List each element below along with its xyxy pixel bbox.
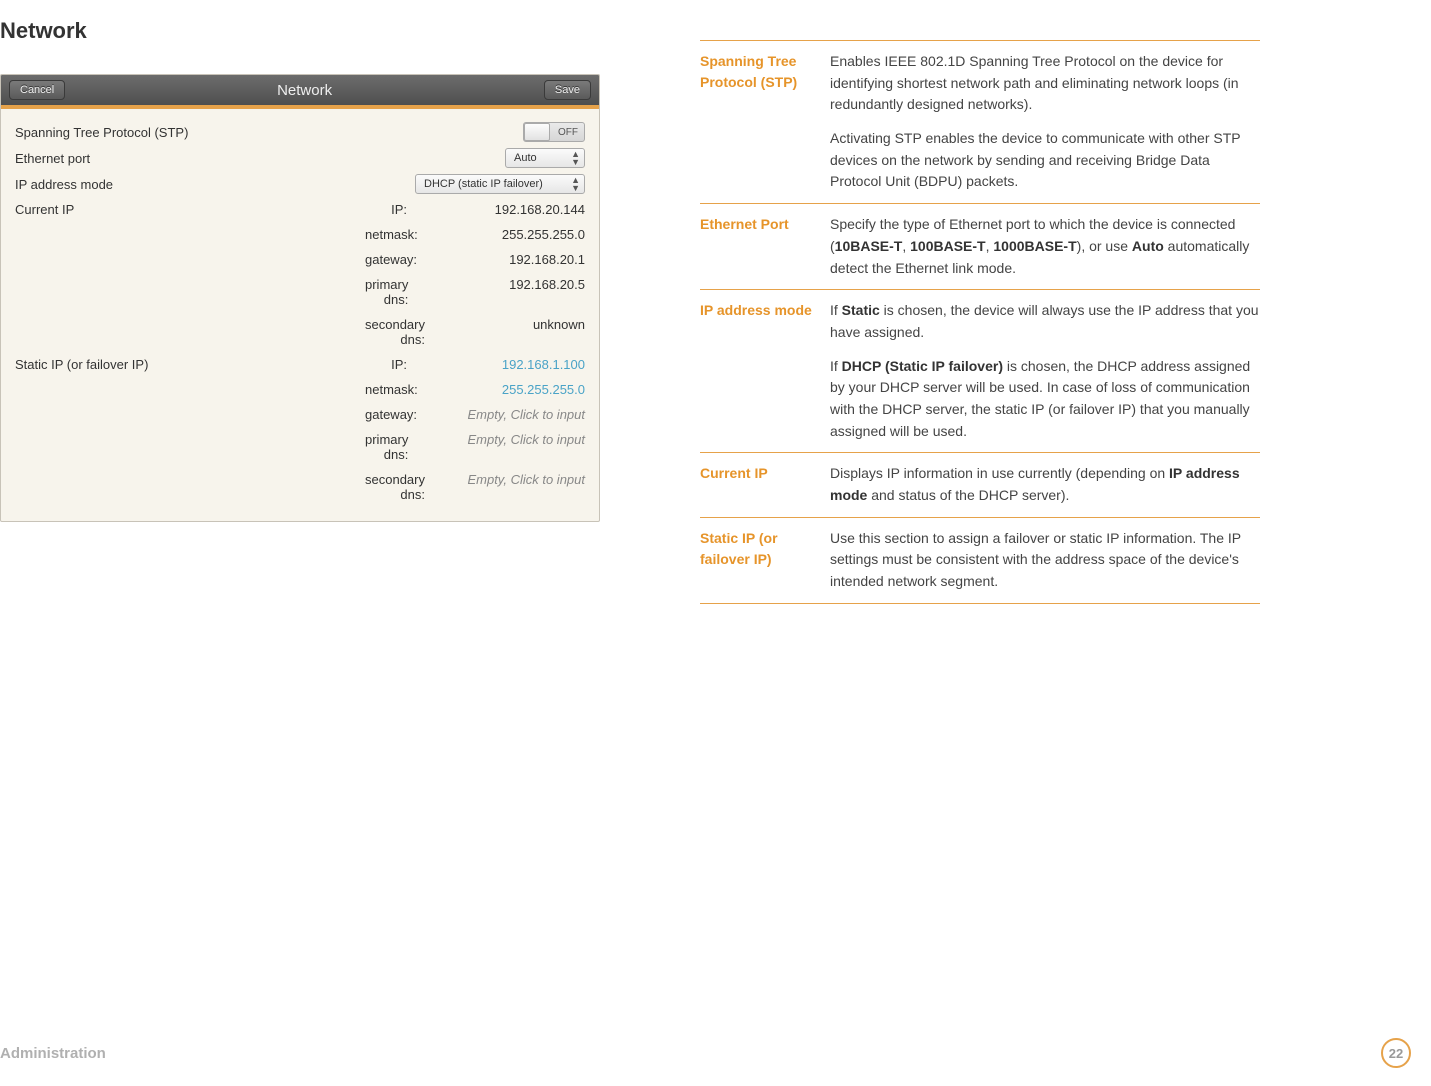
definition-desc: Specify the type of Ethernet port to whi…: [830, 214, 1260, 279]
ethernet-label: Ethernet port: [15, 151, 365, 166]
definition-term: IP address mode: [700, 300, 830, 442]
kv-value: unknown: [443, 317, 585, 347]
static-ip-label: Static IP (or failover IP): [15, 357, 365, 372]
definition-desc: Use this section to assign a failover or…: [830, 528, 1260, 593]
ethernet-row: Ethernet port Auto ▲▼: [15, 145, 585, 171]
kv-value[interactable]: Empty, Click to input: [426, 432, 585, 462]
footer-section: Administration: [0, 1045, 106, 1062]
stp-row: Spanning Tree Protocol (STP) OFF: [15, 119, 585, 145]
page-number: 22: [1381, 1038, 1411, 1068]
kv-value[interactable]: 192.168.1.100: [425, 357, 585, 372]
kv-value: 192.168.20.1: [435, 252, 585, 267]
definition-row: Static IP (or failover IP)Use this secti…: [700, 517, 1260, 604]
select-arrows-icon: ▲▼: [571, 150, 580, 166]
kv-key: gateway:: [365, 407, 435, 422]
definition-row: IP address modeIf Static is chosen, the …: [700, 289, 1260, 452]
kv-key: secondary dns:: [365, 317, 443, 347]
cancel-button[interactable]: Cancel: [9, 80, 65, 100]
ipmode-value: DHCP (static IP failover): [424, 178, 543, 190]
kv-key: netmask:: [365, 227, 436, 242]
definition-row: Ethernet PortSpecify the type of Etherne…: [700, 203, 1260, 289]
definition-row: Spanning Tree Protocol (STP)Enables IEEE…: [700, 40, 1260, 203]
definition-row: Current IPDisplays IP information in use…: [700, 452, 1260, 516]
stp-label: Spanning Tree Protocol (STP): [15, 125, 365, 140]
network-panel: Cancel Network Save Spanning Tree Protoc…: [0, 74, 600, 522]
kv-value[interactable]: Empty, Click to input: [435, 407, 585, 422]
panel-title: Network: [65, 82, 544, 99]
ethernet-select[interactable]: Auto ▲▼: [505, 148, 585, 168]
toggle-state: OFF: [558, 127, 584, 138]
save-button[interactable]: Save: [544, 80, 591, 100]
kv-key: secondary dns:: [365, 472, 443, 502]
definition-term: Static IP (or failover IP): [700, 528, 830, 593]
kv-value: 192.168.20.144: [425, 202, 585, 217]
ipmode-row: IP address mode DHCP (static IP failover…: [15, 171, 585, 197]
ethernet-value: Auto: [514, 152, 537, 164]
kv-key: primary dns:: [365, 432, 426, 462]
page-title: Network: [0, 18, 640, 44]
footer: Administration 22: [0, 1038, 1411, 1068]
kv-key: primary dns:: [365, 277, 426, 307]
kv-value: 192.168.20.5: [426, 277, 585, 307]
definition-desc: Displays IP information in use currently…: [830, 463, 1260, 506]
kv-key: IP:: [365, 357, 425, 372]
toggle-knob: [524, 123, 550, 141]
ipmode-select[interactable]: DHCP (static IP failover) ▲▼: [415, 174, 585, 194]
definition-desc: Enables IEEE 802.1D Spanning Tree Protoc…: [830, 51, 1260, 193]
stp-toggle[interactable]: OFF: [523, 122, 585, 142]
kv-key: netmask:: [365, 382, 436, 397]
panel-body: Spanning Tree Protocol (STP) OFF Etherne…: [1, 105, 599, 521]
kv-value[interactable]: Empty, Click to input: [443, 472, 585, 502]
definition-term: Current IP: [700, 463, 830, 506]
definitions-table: Spanning Tree Protocol (STP)Enables IEEE…: [700, 40, 1260, 604]
kv-value[interactable]: 255.255.255.0: [436, 382, 585, 397]
current-ip-label: Current IP: [15, 202, 365, 217]
ipmode-label: IP address mode: [15, 177, 365, 192]
kv-key: gateway:: [365, 252, 435, 267]
panel-header: Cancel Network Save: [1, 75, 599, 105]
definition-desc: If Static is chosen, the device will alw…: [830, 300, 1260, 442]
definition-term: Spanning Tree Protocol (STP): [700, 51, 830, 193]
kv-key: IP:: [365, 202, 425, 217]
kv-value: 255.255.255.0: [436, 227, 585, 242]
select-arrows-icon: ▲▼: [571, 176, 580, 192]
definition-term: Ethernet Port: [700, 214, 830, 279]
